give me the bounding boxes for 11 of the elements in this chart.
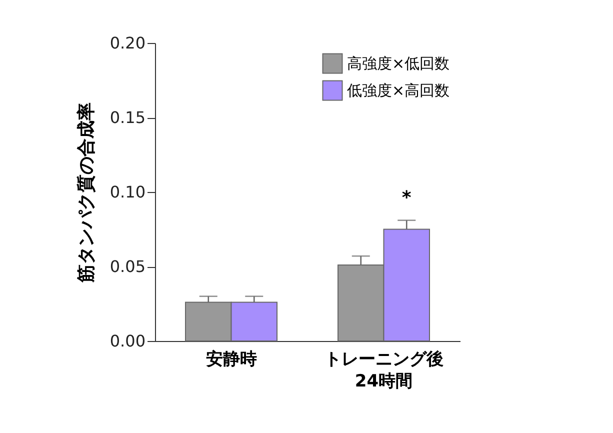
y-axis-title: 筋タンパク質の合成率 — [76, 102, 97, 284]
y-tick-label: 0.20 — [110, 34, 146, 52]
y-tick-label: 0.15 — [110, 108, 146, 127]
y-tick-label: 0.00 — [110, 332, 146, 350]
annotation: * — [402, 187, 412, 208]
x-tick-label: 安静時 — [206, 350, 257, 370]
legend-label: 低強度×高回数 — [347, 82, 450, 100]
y-tick-label: 0.05 — [110, 257, 146, 276]
legend-label: 高強度×低回数 — [347, 54, 450, 72]
x-tick-label: トレーニング後 24時間 — [324, 350, 444, 392]
y-tick-label: 0.10 — [110, 182, 146, 202]
